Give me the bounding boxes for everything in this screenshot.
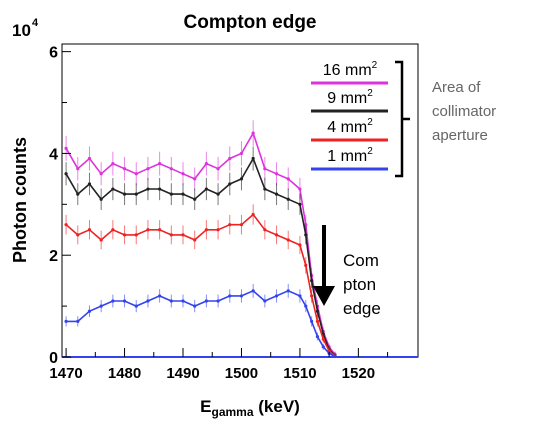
x-tick-label: 1500: [225, 365, 258, 382]
x-axis-label: Egamma (keV): [200, 397, 300, 419]
legend-label-superscript: 2: [367, 88, 373, 99]
legend-bracket: [395, 60, 410, 178]
x-tick-label: 1520: [342, 365, 375, 382]
annotation-background: [336, 242, 394, 320]
series-1: [64, 146, 337, 358]
x-tick-label: 1470: [49, 365, 82, 382]
legend-label: 4 mm2: [327, 117, 373, 136]
legend-items: 16 mm2 9 mm2 4 mm2 1 mm2: [311, 60, 388, 171]
legend-background: [304, 60, 392, 178]
legend-title-line-2: collimator: [432, 103, 496, 120]
series-1-line: [65, 157, 336, 357]
legend-label-superscript: 2: [367, 117, 373, 128]
x-axis-label-main: E: [200, 397, 211, 416]
legend-label: 1 mm2: [327, 146, 373, 165]
y-multiplier: 10 4: [12, 17, 39, 40]
y-tick-label: 2: [49, 248, 58, 265]
series-3: [64, 283, 337, 359]
legend-label: 16 mm2: [323, 60, 378, 79]
legend: 16 mm2 9 mm2 4 mm2 1 mm2 Area of collimator…: [304, 60, 496, 178]
series-layer: [64, 120, 337, 359]
series-0: [64, 120, 337, 357]
chart-title: Compton edge: [184, 12, 317, 33]
series-0-line: [65, 132, 336, 355]
legend-label: 9 mm2: [327, 88, 373, 107]
x-axis-label-unit: (keV): [254, 397, 300, 416]
y-tick-label: 4: [49, 146, 58, 163]
legend-label-superscript: 2: [367, 146, 373, 157]
x-tick-label: 1480: [108, 365, 141, 382]
annotation-line-2: pton: [343, 275, 376, 294]
legend-title-line-1: Area of: [432, 79, 481, 96]
y-multiplier-base: 10: [12, 21, 31, 40]
x-tick-label: 1510: [283, 365, 316, 382]
compton-annotation: Com pton edge: [313, 225, 394, 320]
annotation-arrow-head: [313, 286, 335, 306]
y-tick-label: 6: [49, 45, 58, 62]
y-multiplier-exp: 4: [32, 17, 39, 29]
annotation-line-3: edge: [343, 299, 381, 318]
series-3-line: [66, 290, 336, 358]
x-axis-label-sub: gamma: [212, 405, 254, 419]
legend-label-superscript: 2: [372, 60, 378, 71]
axes-layer: 1470 1480 1490 1500 1510 1520 0 2 4 6: [49, 43, 419, 382]
annotation-line-1: Com: [343, 251, 379, 270]
legend-title-line-3: aperture: [432, 127, 488, 144]
series-2-line: [65, 213, 336, 357]
y-tick-label: 0: [49, 350, 58, 367]
y-axis-label: Photon counts: [10, 137, 30, 263]
x-tick-label: 1490: [166, 365, 199, 382]
